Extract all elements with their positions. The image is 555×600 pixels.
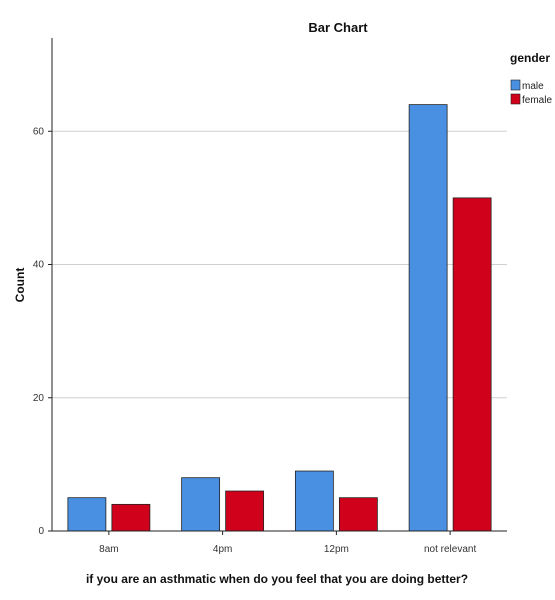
y-tick-label-1: 20 <box>33 393 45 404</box>
legend-swatch-female <box>510 93 521 105</box>
y-ticks: 0 20 40 60 <box>33 126 52 537</box>
y-tick-label-2: 40 <box>33 260 45 271</box>
bar-female-not-relevant <box>452 197 492 532</box>
bar-male-4pm <box>181 477 221 532</box>
bar-female-12pm <box>338 497 378 532</box>
legend-swatch-male <box>510 79 521 91</box>
legend-label-female: female <box>522 95 552 106</box>
chart-title: Bar Chart <box>308 20 368 35</box>
x-tick-label-3: not relevant <box>424 544 476 555</box>
bar-female-8am <box>111 503 151 532</box>
bar-male-not-relevant <box>408 104 448 532</box>
y-tick-label-0: 0 <box>38 526 44 537</box>
y-axis-title: Count <box>13 268 27 303</box>
x-tick-label-0: 8am <box>99 544 118 555</box>
bar-male-8am <box>67 497 107 532</box>
x-tick-label-1: 4pm <box>213 544 232 555</box>
x-axis-title: if you are an asthmatic when do you feel… <box>86 572 468 586</box>
x-tick-label-2: 12pm <box>324 544 349 555</box>
legend: gender male female <box>510 51 552 106</box>
y-tick-label-3: 60 <box>33 126 45 137</box>
bars <box>67 104 492 532</box>
axes <box>51 38 507 532</box>
bar-female-4pm <box>225 490 265 532</box>
legend-label-male: male <box>522 81 544 92</box>
legend-title: gender <box>510 51 550 65</box>
bar-male-12pm <box>294 470 334 532</box>
x-ticks: 8am 4pm 12pm not relevant <box>99 531 476 555</box>
